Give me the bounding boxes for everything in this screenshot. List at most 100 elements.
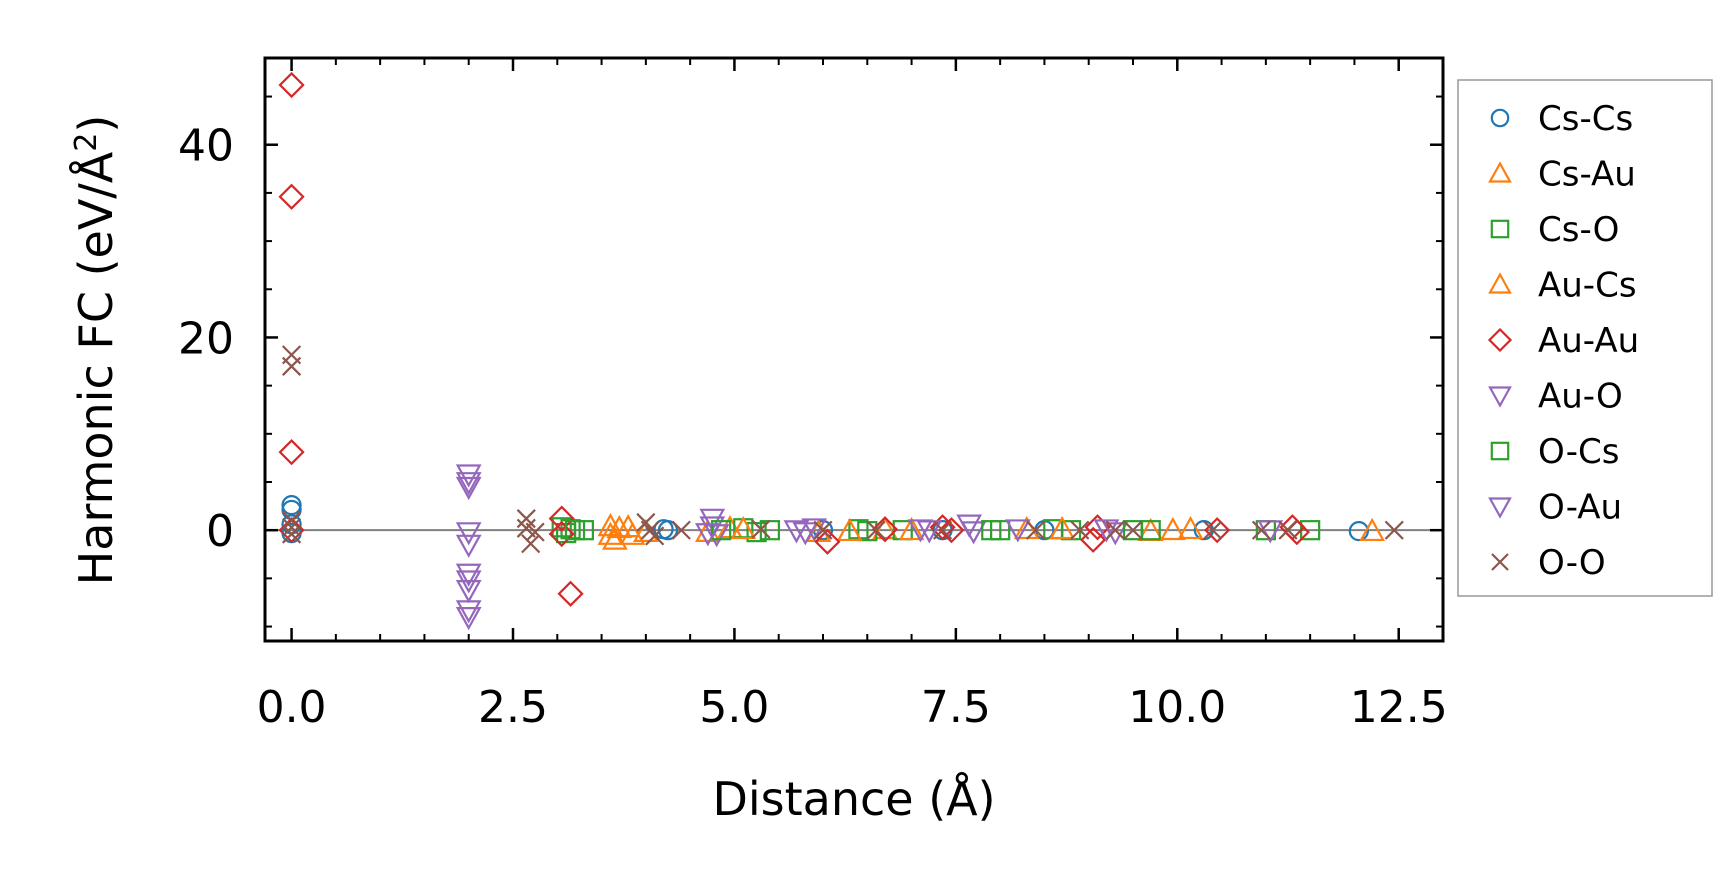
data-points: [278, 71, 1404, 631]
data-point: [455, 600, 482, 624]
legend-label: O-Au: [1538, 488, 1622, 528]
data-point: [645, 526, 665, 546]
data-point: [671, 520, 691, 540]
data-point: [455, 607, 482, 631]
data-point: [278, 71, 305, 99]
series-au-cs: [606, 514, 1186, 543]
data-point: [801, 518, 828, 542]
legend-marker: [1487, 327, 1513, 353]
x-tick-label: 7.5: [921, 682, 991, 733]
legend-item: Au-O: [1488, 377, 1623, 417]
legend-label: Au-O: [1538, 377, 1623, 417]
legend-item: Au-Cs: [1488, 266, 1637, 306]
data-point: [601, 526, 628, 550]
data-point: [455, 563, 482, 587]
data-point: [281, 495, 302, 516]
data-point: [278, 439, 305, 466]
data-point: [557, 580, 584, 607]
legend: Cs-Cs Cs-Au Cs-O Au-Cs Au-Au Au-O O-Cs O-Au O-O: [1457, 79, 1713, 597]
y-tick-label: 40: [178, 121, 234, 172]
data-point: [1177, 515, 1204, 540]
x-tick-label: 0.0: [257, 682, 327, 733]
x-tick-label: 2.5: [478, 682, 548, 733]
data-point: [730, 515, 757, 540]
data-point: [783, 520, 810, 544]
data-point: [1359, 517, 1386, 542]
data-point: [455, 464, 482, 488]
series-o-au: [694, 518, 1031, 547]
x-tick-label: 10.0: [1128, 682, 1226, 733]
legend-item: Cs-Cs: [1490, 99, 1633, 139]
data-point: [281, 510, 302, 531]
data-point: [711, 520, 732, 541]
data-point: [898, 516, 925, 541]
data-point: [455, 534, 482, 558]
data-point: [746, 521, 767, 543]
data-point: [1348, 521, 1369, 542]
legend-label: Au-Cs: [1538, 266, 1637, 306]
data-point: [871, 516, 899, 543]
legend-label: Cs-Cs: [1538, 99, 1633, 139]
legend-marker: [1488, 272, 1512, 294]
legend-item: Cs-O: [1490, 210, 1619, 250]
y-axis-label-sup: 2: [69, 133, 104, 152]
series-cs-au: [597, 513, 1386, 550]
data-point: [960, 521, 987, 545]
y-axis-label: Harmonic FC (eV/Å2): [69, 115, 123, 586]
legend-item: O-Au: [1488, 488, 1622, 528]
plot-frame: [263, 56, 1445, 643]
y-tick-label: 0: [206, 506, 234, 557]
x-tick-label: 12.5: [1350, 682, 1448, 733]
data-point: [866, 520, 886, 540]
legend-marker: [1491, 553, 1509, 571]
data-point: [1159, 516, 1186, 541]
legend-label: O-Cs: [1538, 432, 1619, 472]
data-point: [1257, 520, 1284, 544]
legend-marker: [1490, 441, 1510, 461]
series-au-au: [278, 71, 1310, 607]
legend-label: Au-Au: [1538, 321, 1639, 361]
data-point: [938, 517, 965, 544]
series-au-o: [455, 464, 1284, 631]
data-point: [1123, 520, 1143, 540]
data-point: [548, 505, 575, 532]
data-point: [597, 521, 624, 545]
legend-item: O-O: [1491, 543, 1606, 583]
data-point: [814, 528, 841, 555]
data-point: [281, 524, 302, 544]
data-point: [1278, 520, 1298, 540]
data-point: [1070, 520, 1090, 540]
data-point: [1025, 520, 1046, 540]
data-point: [548, 520, 575, 548]
data-point: [606, 514, 633, 539]
data-point: [521, 534, 541, 554]
legend-marker: [1490, 219, 1510, 239]
legend-marker: [1488, 497, 1512, 519]
data-point: [932, 520, 953, 540]
y-axis-label-main: Harmonic FC (eV/Å: [69, 151, 123, 585]
data-point: [981, 520, 1002, 541]
legend-marker: [1488, 161, 1512, 183]
series-o-cs: [564, 520, 1144, 541]
data-point: [1122, 520, 1144, 541]
legend-label: Cs-Au: [1538, 155, 1636, 195]
tick-labels: 0.0 2.5 5.0 7.5 10.0 12.5 0 20 40: [178, 121, 1448, 733]
y-tick-label: 20: [178, 313, 234, 364]
legend-item: O-Cs: [1490, 432, 1619, 472]
data-point: [1105, 520, 1125, 540]
y-axis-label-end: ): [69, 115, 123, 133]
data-point: [1251, 520, 1272, 540]
data-point: [699, 508, 726, 532]
data-point: [564, 520, 586, 541]
data-point: [525, 522, 545, 542]
series-o-o: [281, 345, 1404, 554]
data-point: [1203, 520, 1223, 540]
data-point: [278, 183, 305, 210]
data-point: [281, 356, 302, 376]
data-point: [916, 520, 943, 544]
legend-item: Cs-Au: [1488, 155, 1636, 195]
legend-item: Au-Au: [1487, 321, 1639, 361]
data-point: [694, 523, 721, 547]
